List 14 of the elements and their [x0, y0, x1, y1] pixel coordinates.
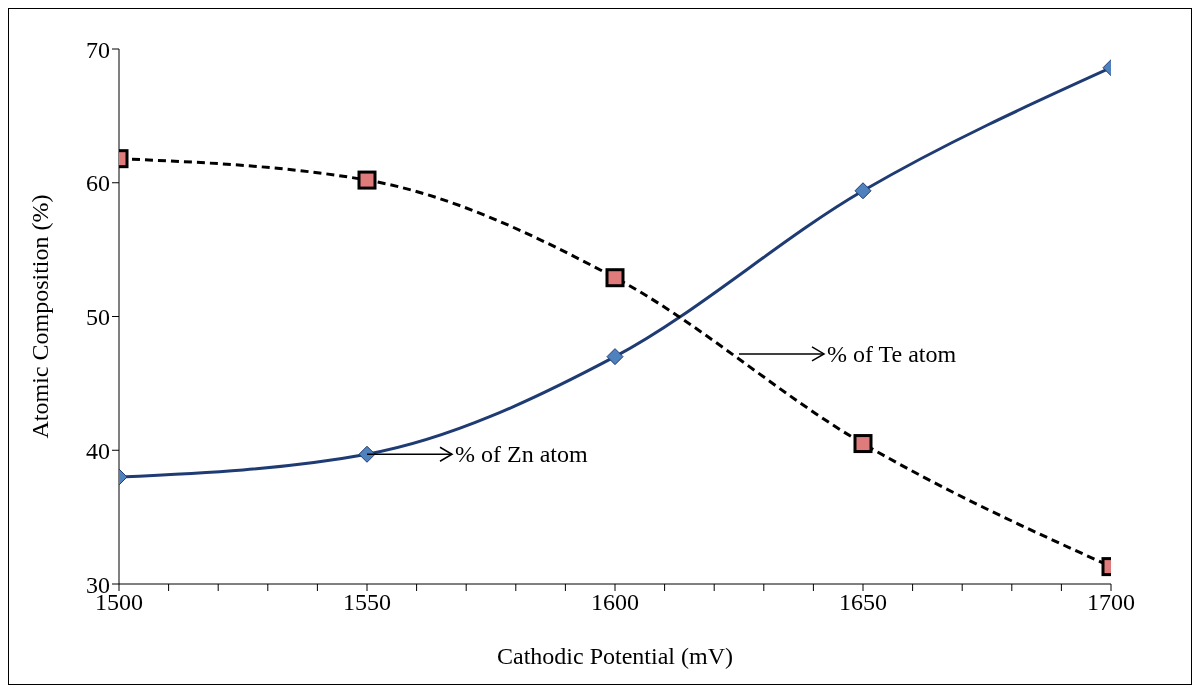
x-axis-title: Cathodic Potential (mV): [497, 643, 733, 669]
x-tick-label: 1600: [591, 589, 639, 616]
y-axis-title: Atomic Composition (%): [26, 194, 53, 439]
annotation: % of Te atom: [827, 340, 957, 367]
point: [606, 348, 624, 366]
annotation: % of Zn atom: [455, 441, 588, 468]
y-tick-label: 50: [86, 304, 110, 331]
y-tick-label: 40: [86, 437, 110, 464]
x-tick-label: 1650: [839, 589, 887, 616]
y-tick-label: 60: [86, 170, 110, 197]
y-tick-label: 70: [86, 36, 110, 63]
x-tick-label: 1700: [1087, 589, 1135, 616]
point: [605, 268, 625, 288]
x-tick-label: 1550: [343, 589, 391, 616]
